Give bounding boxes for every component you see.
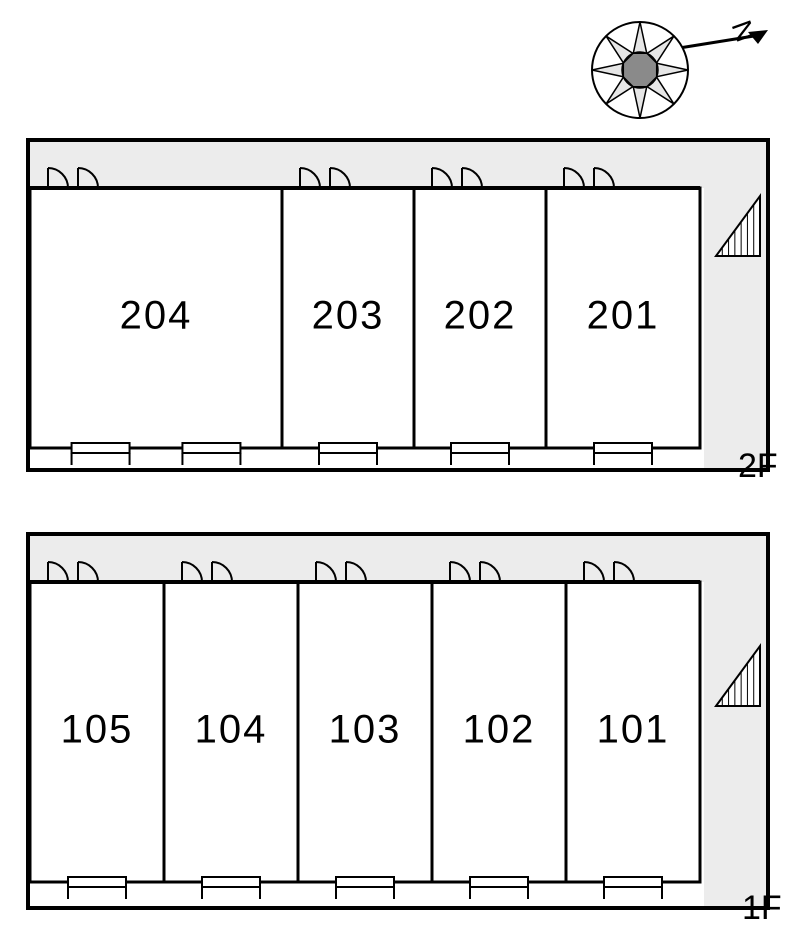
- compass-icon: N: [592, 16, 768, 118]
- unit-101: 101: [566, 562, 700, 899]
- unit-label: 201: [587, 294, 660, 338]
- unit-label: 204: [120, 294, 193, 338]
- unit-204: 204: [30, 168, 282, 465]
- floor-2F: 204 203 202 201 2F: [28, 140, 778, 485]
- floor-label: 2F: [738, 447, 778, 485]
- unit-label: 105: [61, 708, 134, 752]
- floor-plan-diagram: N 204 203 202 201 2F 105 104 103 102 101 1F: [0, 0, 800, 942]
- floor-label: 1F: [742, 889, 782, 927]
- unit-label: 101: [597, 708, 670, 752]
- unit-102: 102: [432, 562, 566, 899]
- floor-1F: 105 104 103 102 101 1F: [28, 534, 782, 927]
- unit-103: 103: [298, 562, 432, 899]
- unit-105: 105: [30, 562, 164, 899]
- unit-label: 104: [195, 708, 268, 752]
- unit-label: 102: [463, 708, 536, 752]
- unit-202: 202: [414, 168, 546, 465]
- unit-label: 202: [444, 294, 517, 338]
- unit-203: 203: [282, 168, 414, 465]
- unit-label: 103: [329, 708, 402, 752]
- unit-104: 104: [164, 562, 298, 899]
- unit-label: 203: [312, 294, 385, 338]
- unit-201: 201: [546, 168, 700, 465]
